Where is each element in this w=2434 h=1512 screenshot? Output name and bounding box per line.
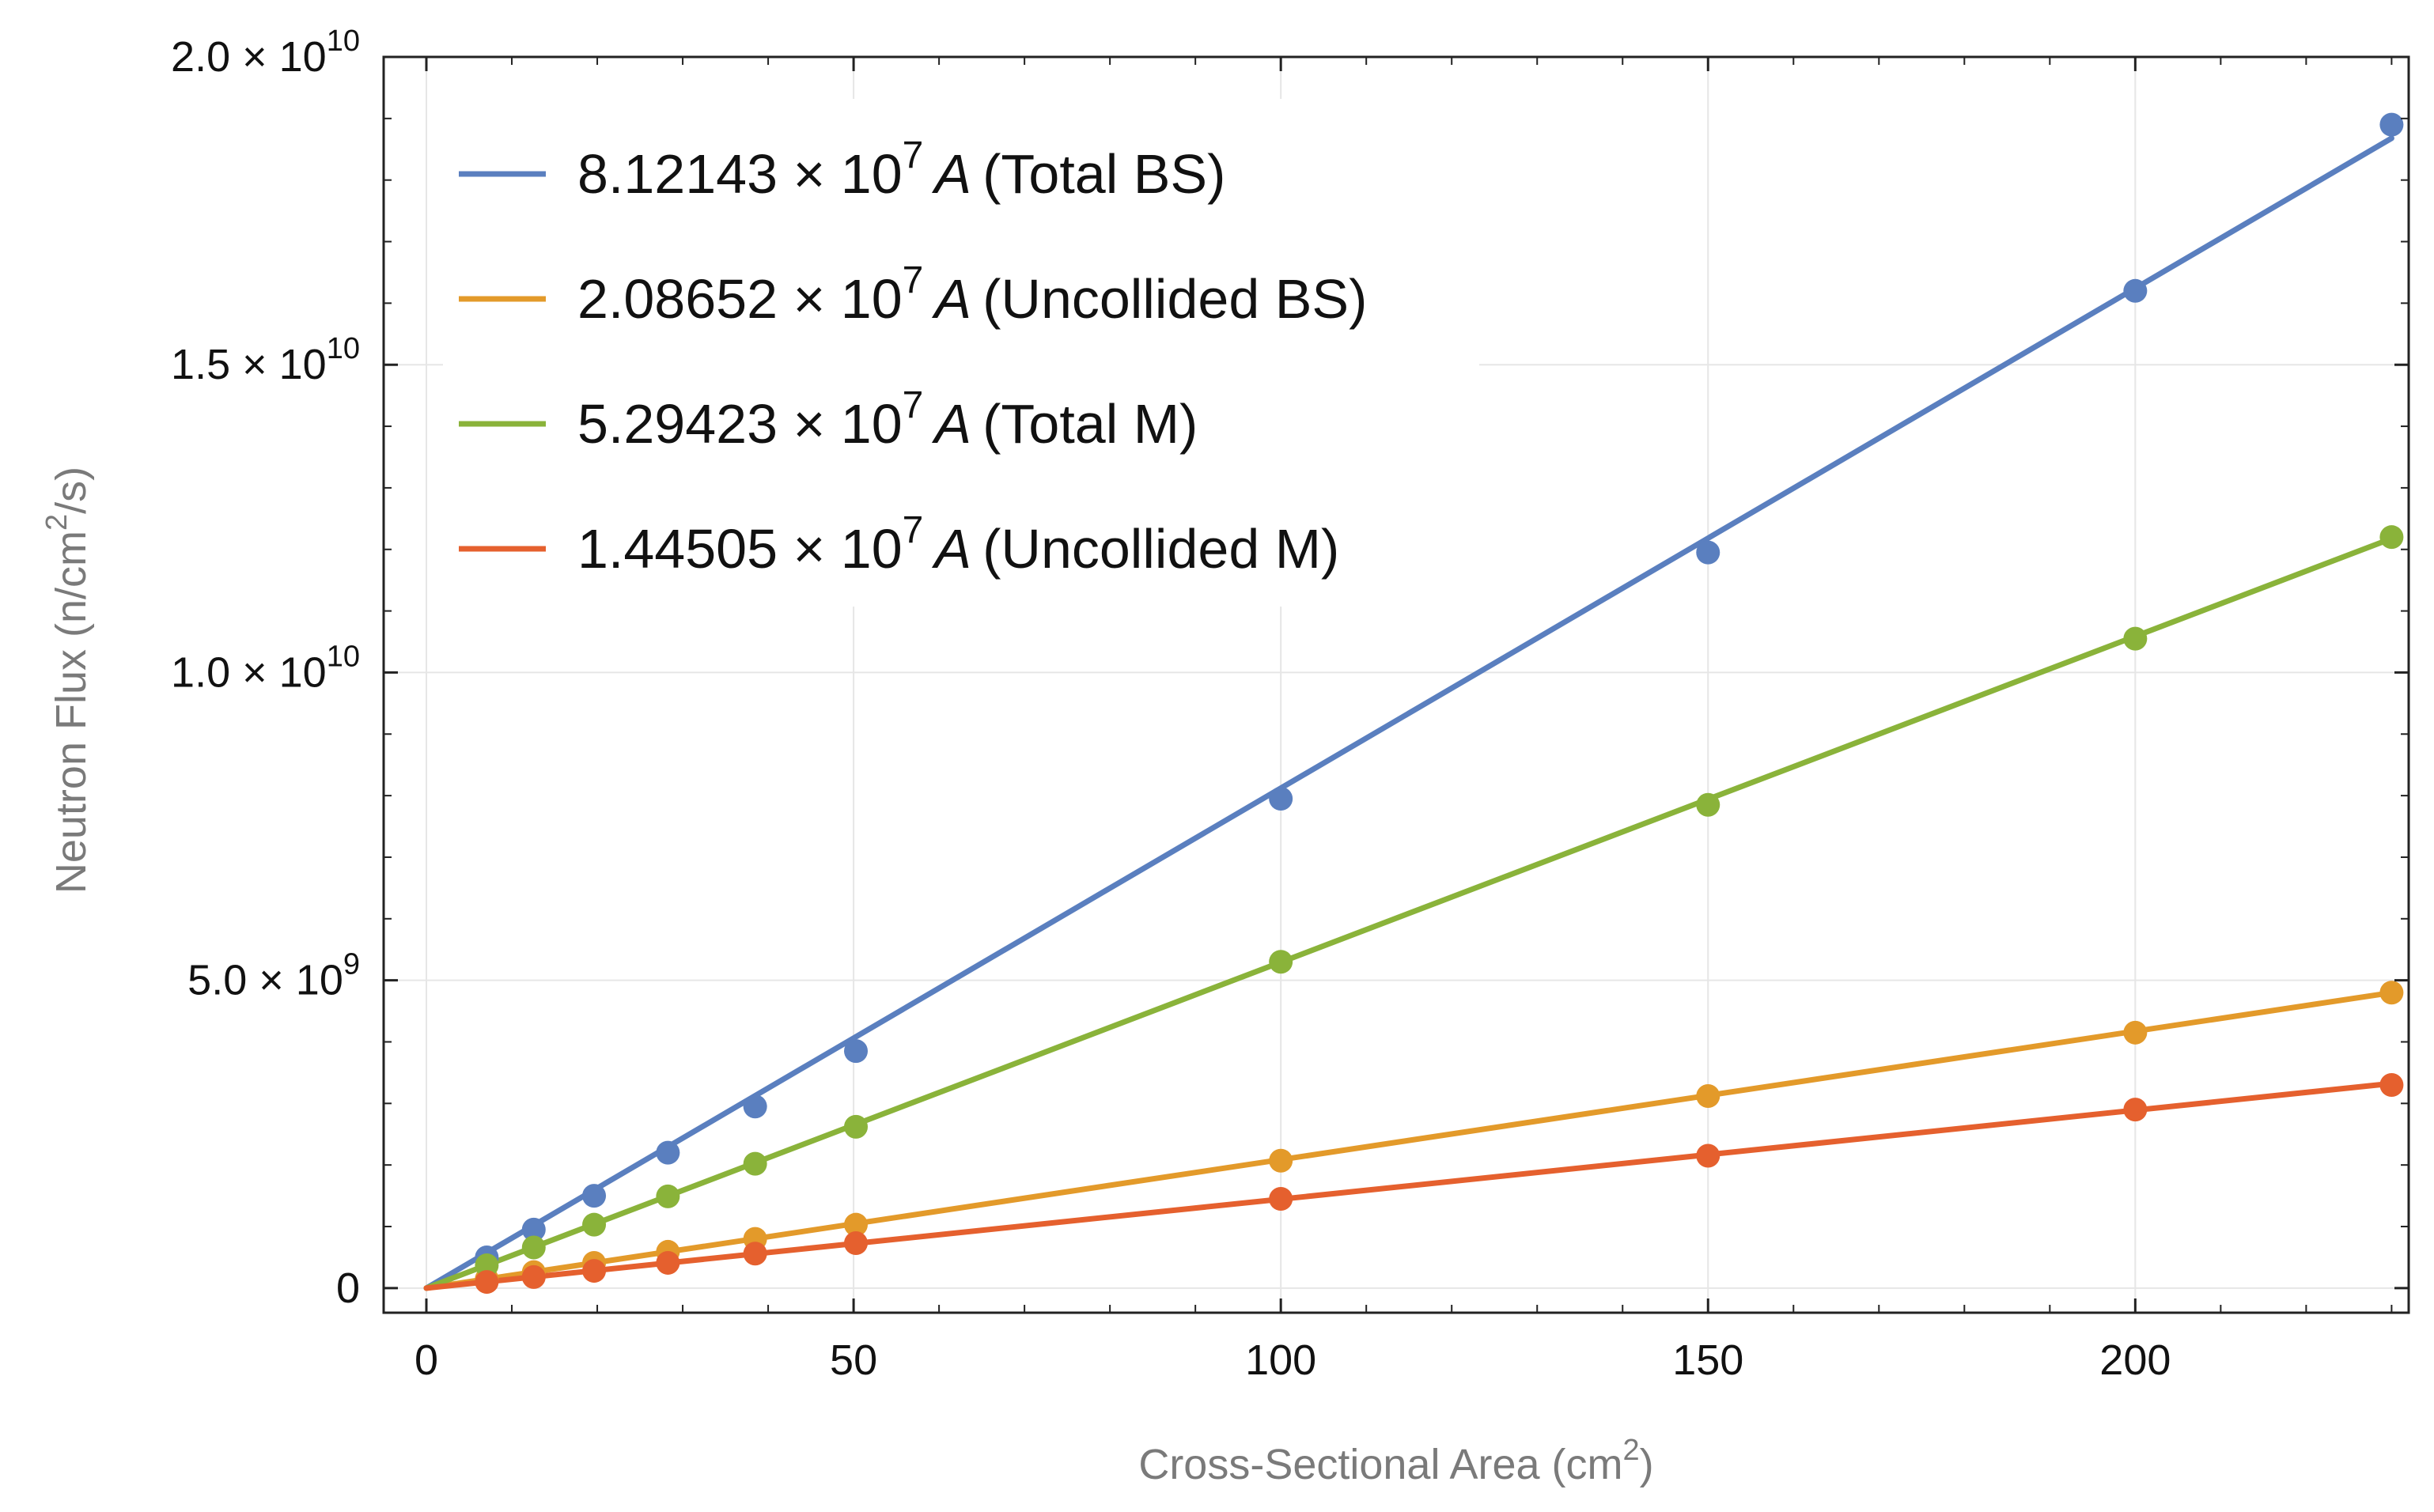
data-point-total-bs (582, 1184, 607, 1208)
data-point-uncollided-m (2123, 1098, 2148, 1122)
data-point-uncollided-m (475, 1270, 499, 1295)
legend-background (443, 99, 1479, 607)
data-points (475, 112, 2404, 1295)
x-axis-title-tail: ) (1640, 1441, 1654, 1488)
y-axis-title-main: Neutron Flux (n/cm (47, 531, 95, 894)
legend-coef: 1.44505 × 10 (577, 518, 903, 580)
y-tick-label: 0 (336, 1264, 360, 1312)
y-tick-label: 2.0 × 1010 (171, 25, 360, 81)
y-tick-label-mantissa: 1.5 × 10 (171, 341, 327, 388)
data-point-total-m (1269, 950, 1293, 974)
legend-var: A (931, 393, 971, 455)
y-tick-label-exponent: 10 (327, 332, 360, 365)
y-tick-label: 5.0 × 109 (187, 948, 360, 1004)
data-point-uncollided-bs (844, 1212, 869, 1237)
data-point-total-m (656, 1184, 680, 1208)
legend-label-uncollided-m: 1.44505 × 107 A (Uncollided M) (577, 509, 1339, 580)
legend-tag: (Total M) (982, 393, 1198, 455)
legend: 8.12143 × 107 A (Total BS)2.08652 × 107 A (U… (443, 99, 1479, 607)
y-tick-label-mantissa: 5.0 × 10 (187, 957, 343, 1004)
data-point-uncollided-m (656, 1250, 680, 1275)
x-tick-label: 150 (1672, 1336, 1743, 1384)
data-point-uncollided-bs (2123, 1020, 2148, 1045)
legend-coef: 8.12143 × 10 (577, 143, 903, 205)
y-axis-title-tail: /s) (47, 467, 95, 514)
data-point-uncollided-m (743, 1242, 767, 1266)
data-point-uncollided-m (1696, 1143, 1720, 1168)
legend-item-total-bs: 8.12143 × 107 A (Total BS) (459, 134, 1225, 205)
data-point-uncollided-m (582, 1259, 607, 1283)
x-tick-label: 200 (2099, 1336, 2171, 1384)
legend-exp: 7 (903, 509, 924, 551)
legend-var: A (931, 268, 971, 330)
data-point-total-m (1696, 792, 1720, 817)
data-point-total-m (844, 1114, 869, 1139)
data-point-total-bs (656, 1140, 680, 1165)
x-tick-label: 0 (414, 1336, 438, 1384)
legend-tag: (Uncollided BS) (982, 268, 1367, 330)
legend-var: A (931, 518, 971, 580)
y-tick-label-exponent: 9 (343, 948, 360, 981)
data-point-total-m (743, 1151, 767, 1176)
legend-tag: (Total BS) (982, 143, 1225, 205)
y-tick-label: 1.5 × 1010 (171, 332, 360, 388)
legend-tag: (Uncollided M) (982, 518, 1339, 580)
data-point-total-bs (1269, 787, 1293, 811)
plot-frame (382, 55, 2410, 1314)
data-point-total-bs (844, 1039, 869, 1064)
y-tick-label-mantissa: 2.0 × 10 (171, 33, 327, 81)
y-tick-label-mantissa: 0 (336, 1264, 360, 1312)
data-point-total-bs (2123, 278, 2148, 303)
y-axis-title: Neutron Flux (n/cm2/s) (40, 467, 95, 894)
legend-label-total-bs: 8.12143 × 107 A (Total BS) (577, 134, 1225, 205)
x-tick-label: 100 (1245, 1336, 1316, 1384)
data-point-total-m (582, 1212, 607, 1237)
legend-item-uncollided-bs: 2.08652 × 107 A (Uncollided BS) (459, 259, 1367, 330)
legend-exp: 7 (903, 134, 924, 176)
legend-item-total-m: 5.29423 × 107 A (Total M) (459, 384, 1198, 455)
legend-var: A (931, 143, 971, 205)
data-point-total-bs (743, 1094, 767, 1119)
legend-exp: 7 (903, 384, 924, 426)
x-axis-title: Cross-Sectional Area (cm2) (1138, 1434, 1653, 1488)
data-point-uncollided-bs (1696, 1083, 1720, 1108)
legend-label-uncollided-bs: 2.08652 × 107 A (Uncollided BS) (577, 259, 1367, 330)
legend-item-uncollided-m: 1.44505 × 107 A (Uncollided M) (459, 509, 1339, 580)
data-point-uncollided-m (1269, 1186, 1293, 1211)
data-point-uncollided-m (521, 1264, 546, 1289)
x-axis-title-sup: 2 (1623, 1434, 1640, 1467)
y-tick-label: 1.0 × 1010 (171, 640, 360, 696)
data-point-uncollided-m (2379, 1072, 2404, 1097)
y-tick-label-exponent: 10 (327, 25, 360, 58)
y-tick-label-mantissa: 1.0 × 10 (171, 648, 327, 696)
data-point-total-m (2123, 626, 2148, 651)
y-axis-title-sup: 2 (40, 514, 74, 531)
data-point-uncollided-m (844, 1231, 869, 1256)
legend-coef: 2.08652 × 10 (577, 268, 903, 330)
legend-coef: 5.29423 × 10 (577, 393, 903, 455)
data-point-total-bs (1696, 540, 1720, 565)
legend-exp: 7 (903, 259, 924, 301)
data-point-total-m (475, 1253, 499, 1278)
data-point-total-m (521, 1235, 546, 1260)
y-tick-label-exponent: 10 (327, 640, 360, 673)
data-point-uncollided-bs (1269, 1148, 1293, 1173)
x-tick-label: 50 (830, 1336, 877, 1384)
x-axis-title-main: Cross-Sectional Area (cm (1138, 1441, 1622, 1488)
legend-label-total-m: 5.29423 × 107 A (Total M) (577, 384, 1198, 455)
data-point-uncollided-bs (2379, 981, 2404, 1005)
data-point-total-bs (2379, 112, 2404, 137)
data-point-total-bs (521, 1217, 546, 1242)
data-point-total-m (2379, 525, 2404, 550)
